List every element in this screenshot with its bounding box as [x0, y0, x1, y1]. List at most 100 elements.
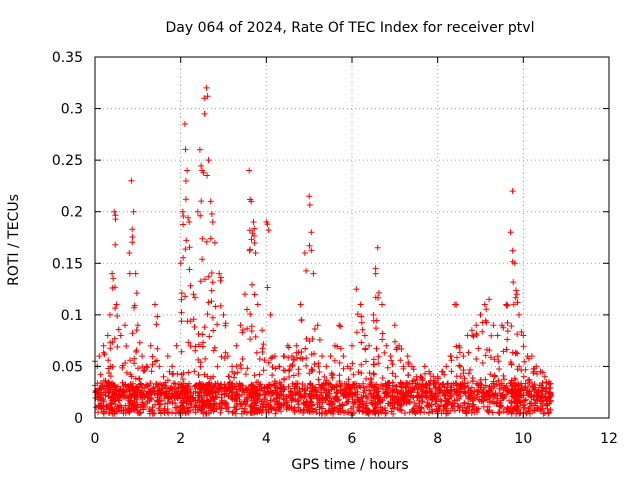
data-point [255, 379, 262, 386]
data-point [133, 348, 139, 355]
data-point [179, 208, 186, 215]
data-point [243, 386, 250, 393]
data-point [154, 345, 161, 352]
data-point [239, 356, 246, 362]
data-point [216, 270, 223, 277]
data-point [227, 387, 233, 393]
data-point [518, 386, 525, 393]
data-point [271, 378, 278, 385]
data-point [375, 392, 382, 399]
data-point [160, 373, 167, 380]
data-point [345, 409, 352, 416]
data-point [233, 342, 240, 349]
data-point [487, 387, 494, 394]
data-point [290, 372, 297, 379]
data-point [164, 353, 171, 360]
data-point [100, 349, 107, 356]
data-point [180, 254, 187, 261]
data-point [496, 385, 503, 392]
data-point [122, 322, 128, 329]
data-point [456, 362, 463, 369]
data-point [426, 368, 433, 375]
data-point [345, 394, 352, 401]
data-point [451, 301, 458, 308]
data-point [129, 239, 136, 246]
data-point [453, 392, 460, 399]
data-point [171, 386, 178, 392]
data-point [126, 409, 133, 416]
data-point [277, 402, 284, 409]
data-point [169, 363, 176, 370]
data-point [538, 406, 545, 413]
data-point [328, 370, 335, 377]
y-tick-label: 0.2 [61, 205, 83, 221]
data-point [302, 345, 309, 352]
data-point [249, 281, 255, 288]
data-point [483, 396, 490, 403]
data-point [149, 361, 156, 368]
data-point [293, 349, 300, 356]
data-point [534, 370, 540, 377]
data-point [277, 382, 284, 389]
data-point [357, 301, 364, 308]
data-point [229, 409, 236, 416]
data-point [229, 380, 236, 387]
data-point [306, 193, 313, 200]
data-point [358, 319, 365, 326]
data-point [129, 234, 136, 240]
data-point [259, 349, 266, 355]
data-point [202, 276, 208, 283]
data-point [174, 370, 181, 377]
data-point [156, 397, 163, 404]
data-point [487, 371, 494, 378]
data-point [238, 365, 245, 372]
data-point [94, 393, 101, 399]
data-point [107, 386, 114, 393]
data-point [180, 370, 187, 377]
data-point [520, 332, 527, 339]
data-point [344, 409, 351, 415]
data-point [198, 198, 205, 205]
data-point [165, 394, 172, 401]
data-point [201, 110, 208, 117]
data-point [479, 360, 486, 366]
data-point [229, 393, 236, 399]
data-point [309, 336, 316, 342]
data-point [409, 363, 415, 370]
data-point [478, 381, 485, 388]
data-point [143, 363, 150, 370]
data-point [371, 371, 378, 378]
data-point [465, 349, 472, 356]
data-point [486, 347, 493, 354]
data-point [485, 408, 491, 415]
data-point [456, 349, 463, 356]
data-point [109, 363, 116, 370]
data-point [263, 399, 270, 406]
data-point [251, 225, 258, 232]
data-point [415, 403, 421, 410]
data-point [401, 410, 408, 417]
data-point [418, 405, 425, 412]
data-point [218, 397, 225, 404]
data-point [241, 291, 248, 298]
data-point [329, 374, 336, 381]
data-point [126, 270, 133, 277]
data-point [298, 317, 305, 324]
x-tick-label: 2 [176, 431, 185, 447]
data-point [218, 274, 224, 281]
data-point [449, 390, 456, 397]
data-point [120, 406, 127, 413]
data-point [154, 313, 161, 320]
data-point [336, 378, 343, 385]
data-point [192, 347, 199, 354]
data-point [522, 384, 528, 391]
data-point [248, 198, 255, 205]
data-point [323, 363, 330, 370]
data-point [457, 402, 464, 409]
data-point [115, 326, 122, 333]
data-point [372, 265, 379, 272]
data-point [520, 404, 527, 411]
data-point [217, 405, 224, 412]
data-point [281, 376, 287, 383]
data-point [253, 349, 260, 356]
